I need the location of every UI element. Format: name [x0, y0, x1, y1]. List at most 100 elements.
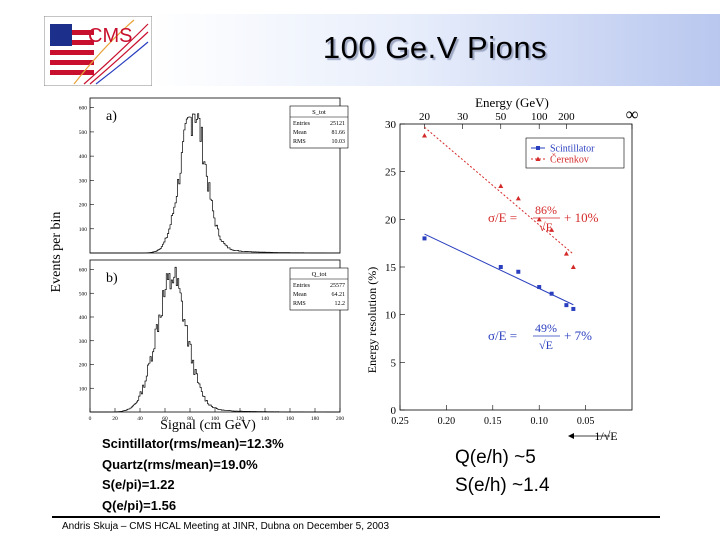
- formula-numerator: 86%: [535, 203, 557, 217]
- formula-constant: + 10%: [564, 210, 599, 225]
- res-ytick-label: 25: [385, 167, 397, 179]
- legend-label: Scintillator: [550, 144, 595, 155]
- hist-xtick-label: 80: [187, 416, 193, 422]
- stats-label: Mean: [293, 292, 307, 298]
- res-top-xlabel: Energy (GeV): [475, 95, 549, 110]
- res-ytick-label: 10: [385, 310, 397, 322]
- ratio-q-e-h: Q(e/h) ~5: [455, 447, 536, 468]
- scintillator-point: [422, 236, 427, 241]
- stats-name: Q_tot: [312, 271, 327, 278]
- histogram-b: 600 500 400 300 200 100 0 20 40 60 80 100 120 140 160 1…: [79, 259, 349, 422]
- hist-panel-label: a): [106, 109, 117, 124]
- res-xtick-label: 0.20: [438, 416, 456, 427]
- hist-ytick-label: 600: [79, 106, 88, 112]
- logo-text: CMS: [88, 25, 132, 47]
- formula-denominator: √E: [539, 338, 553, 352]
- hist-ytick-label: 200: [79, 203, 88, 209]
- hist-ytick-label: 200: [79, 363, 88, 369]
- note-q-e-pi: Q(e/pi)=1.56: [102, 497, 177, 513]
- hist-ytick-label: 600: [79, 268, 88, 274]
- legend-label: Čerenkov: [550, 154, 589, 166]
- resolution-chart: Energy (GeV) Energy resolution (%) 1/√E …: [365, 95, 639, 443]
- hist-ylabel: Events per bin: [49, 212, 64, 293]
- note-scintillator: Scintillator(rms/mean)=12.3%: [102, 436, 284, 451]
- formula-prefix: σ/E =: [488, 328, 517, 343]
- cerenkov-point: [549, 227, 555, 232]
- hist-ytick-label: 300: [79, 178, 88, 184]
- cms-logo: CMS: [44, 16, 152, 86]
- stats-label: RMS: [293, 301, 306, 307]
- hist-xtick-label: 100: [211, 416, 220, 422]
- cerenkov-fit-line: [424, 126, 574, 255]
- scintillator-point: [564, 303, 569, 308]
- hist-xtick-label: 120: [236, 416, 245, 422]
- hist-frame: [89, 97, 341, 254]
- hist-panel-label: b): [106, 271, 118, 286]
- e-h-ratios: Q(e/h) ~5 S(e/h) ~1.4: [455, 444, 550, 500]
- cerenkov-point: [515, 195, 521, 201]
- hist-ytick-label: 400: [79, 315, 88, 321]
- formula-prefix: σ/E =: [488, 210, 517, 225]
- cerenkov-point: [563, 251, 569, 256]
- hist-xtick-label: 160: [286, 416, 295, 422]
- us-flag-stripes: [50, 24, 94, 80]
- res-top-tick-label: 100: [531, 111, 548, 123]
- res-top-tick-label: 30: [457, 111, 469, 123]
- hist-bars: [90, 266, 340, 413]
- scintillator-point: [537, 285, 542, 290]
- res-legend: [525, 137, 625, 169]
- hist-xtick-label: 60: [162, 416, 168, 422]
- stats-value: 25121: [330, 121, 345, 127]
- cerenkov-formula: σ/E = 86% √E + 10%: [488, 203, 599, 234]
- res-xtick-label: 0.25: [391, 416, 409, 427]
- cerenkov-point: [536, 216, 542, 222]
- hist-ytick-label: 300: [79, 339, 88, 345]
- scintillator-point: [498, 265, 503, 269]
- stats-value: 64.21: [332, 292, 346, 298]
- hist-ytick-label: 100: [79, 386, 88, 392]
- stats-label: Entries: [293, 283, 311, 289]
- note-s-e-pi: S(e/pi)=1.22: [102, 477, 175, 492]
- hist-ytick-label: 500: [79, 130, 88, 136]
- formula-denominator: √E: [539, 220, 553, 234]
- stats-name: S_tot: [312, 109, 326, 116]
- hist-xtick-label: 0: [89, 416, 92, 422]
- hist-xlabel: Signal (cm GeV): [160, 418, 256, 432]
- stats-value: 25577: [330, 283, 345, 289]
- ratio-s-e-h: S(e/h) ~1.4: [455, 475, 550, 496]
- hist-bars: [90, 113, 340, 254]
- resolution-notes: Scintillator(rms/mean)=12.3% Quartz(rms/…: [102, 434, 284, 516]
- scintillator-point: [571, 306, 576, 311]
- res-x-arrowhead: [568, 433, 574, 439]
- hist-xtick-label: 180: [311, 416, 320, 422]
- res-top-tick-label: ∞: [626, 104, 639, 124]
- stats-box: [289, 105, 349, 149]
- res-top-tick-label: 50: [495, 111, 507, 123]
- stats-value: 10.03: [332, 139, 346, 145]
- res-xtick-label: 0.10: [530, 416, 548, 427]
- legend-marker: [536, 146, 540, 150]
- res-xtick-label: 0.15: [484, 416, 502, 427]
- cerenkov-point: [570, 264, 576, 269]
- stats-value: 81.66: [332, 130, 346, 136]
- note-quartz: Quartz(rms/mean)=19.0%: [102, 456, 258, 472]
- scintillator-point: [516, 269, 521, 274]
- stats-label: Entries: [293, 121, 311, 127]
- hist-ytick-label: 100: [79, 227, 88, 233]
- slide-title: 100 Ge.V Pions: [322, 30, 548, 65]
- res-ytick-label: 20: [385, 214, 397, 226]
- res-ytick-label: 5: [391, 357, 397, 369]
- res-top-tick-label: 20: [419, 111, 431, 123]
- hist-xtick-label: 40: [137, 416, 143, 422]
- res-ylabel: Energy resolution (%): [365, 267, 379, 373]
- cerenkov-point: [498, 183, 504, 188]
- stats-box: [289, 267, 349, 311]
- cerenkov-point: [421, 132, 427, 138]
- stats-label: Mean: [293, 130, 307, 136]
- res-top-tick-label: 200: [558, 111, 575, 123]
- scintillator-point: [549, 291, 554, 296]
- scintillator-fit-line: [424, 233, 574, 306]
- formula-constant: + 7%: [564, 328, 592, 343]
- res-ytick-label: 0: [391, 405, 397, 417]
